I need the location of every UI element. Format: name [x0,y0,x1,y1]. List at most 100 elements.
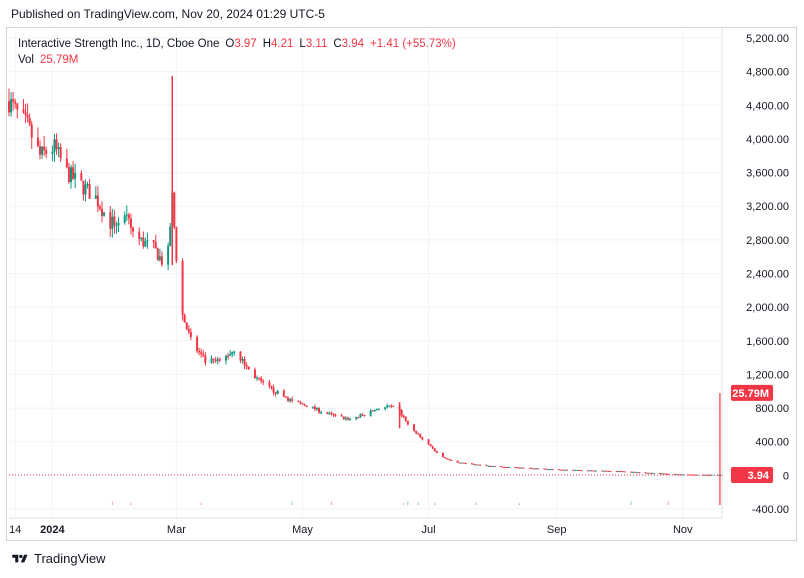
candle-body [342,416,345,419]
candle-body [117,222,120,226]
candle-body [475,464,478,466]
candle-body [146,240,149,242]
candle-body [561,469,564,471]
candle-body [344,417,347,419]
y-tick-label: 0 [783,470,789,482]
volume-bar [407,501,409,505]
candle-body [375,409,378,411]
candle-body [340,415,343,417]
candle-body [563,469,566,471]
candle-body [43,146,46,151]
candle-body [661,473,664,475]
candle-body [652,473,655,475]
candle-body [621,471,624,473]
candle-body [415,430,418,434]
candle-body [282,390,285,397]
candle-body [566,469,568,471]
candle-body [607,470,610,472]
candle-body [623,471,626,473]
candle-body [158,256,161,261]
symbol-title[interactable]: Interactive Strength Inc., 1D, Cboe One [18,38,220,50]
candle-body [86,184,89,186]
candle-body [204,355,207,363]
volume-bar [434,502,436,505]
candle-body [39,146,41,155]
candle-body [53,139,56,152]
candle-body [444,457,447,459]
candle-body [187,328,190,333]
candle-body [26,114,29,118]
candle-body [8,101,10,113]
candle-body [198,350,201,353]
volume-bar [417,502,419,505]
candle-body [406,420,409,425]
candle-body [429,444,432,447]
candles [8,75,723,476]
candle-body [522,467,525,469]
volume-badge: 25.79M [732,388,769,400]
candle-body [287,397,289,401]
open-label: O [225,38,235,50]
candle-body [291,399,294,401]
x-axis: 14 2024 Mar May Jul Sep Nov [9,517,722,536]
last-price-badge: 3.94 [748,470,770,482]
candle-body [603,470,606,472]
price-chart[interactable]: 14 2024 Mar May Jul Sep Nov 5,200.00 4,800.00 4,… [7,28,797,540]
candle-body [619,471,622,473]
candle-body [334,415,337,417]
candle-body [530,468,533,470]
candle-body [80,172,83,181]
candle-body [679,474,682,476]
close-value: 3.94 [341,38,365,50]
candle-body [101,208,103,216]
candle-body [258,377,261,379]
tradingview-logo-icon [12,554,28,562]
candle-body [617,471,620,473]
candle-body [231,351,234,355]
candle-body [218,359,221,361]
candle-body [67,167,70,182]
candle-body [431,446,434,449]
candle-body [196,337,199,351]
volume-value: 25.79M [40,54,79,66]
candle-body [615,471,618,473]
candle-body [305,405,308,408]
candle-body [84,184,87,195]
candle-body [289,399,292,401]
y-tick-label: 800.00 [755,403,789,415]
candle-body [708,474,711,476]
candle-body [346,417,349,420]
candle-body [156,248,159,261]
candle-body [272,387,275,393]
candle-body [284,396,287,398]
candle-body [518,467,521,469]
candle-body [12,99,15,102]
candle-body [638,472,641,474]
candle-body [464,463,467,465]
candle-body [590,470,593,472]
footer-brand[interactable]: TradingView [34,551,106,566]
candle-body [694,474,697,476]
x-tick-label: 14 [9,524,21,536]
candle-body [24,112,27,115]
candle-body [241,359,244,361]
candle-body [636,472,639,474]
candle-body [456,460,459,463]
candle-body [580,470,583,472]
candle-body [210,358,213,363]
x-tick-label: Mar [167,524,186,536]
candle-body [373,410,376,412]
candle-body [72,167,75,179]
candle-body [74,172,77,179]
volume-bar [200,502,202,505]
candle-body [506,467,509,469]
candle-body [532,468,535,470]
grid [9,30,722,518]
candle-body [388,405,391,407]
y-tick-label: 3,600.00 [746,168,789,180]
y-tick-label: 1,600.00 [746,336,789,348]
volume-label[interactable]: Vol [18,54,34,66]
low-value: 3.11 [305,38,328,50]
candle-body [45,150,48,154]
candle-body [88,184,91,199]
